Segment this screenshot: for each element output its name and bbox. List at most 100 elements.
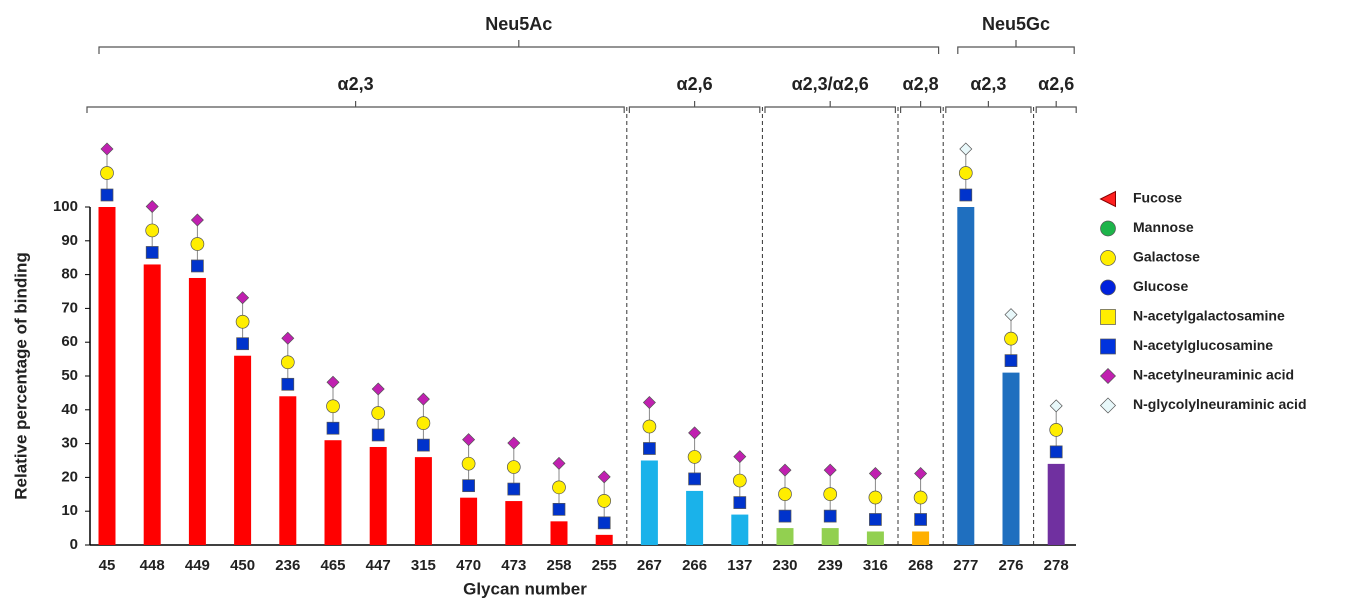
y-tick-label: 30 <box>61 435 78 452</box>
x-tick-label: 447 <box>366 557 391 574</box>
glycan-residue <box>553 503 565 515</box>
glycan-residue <box>146 200 158 212</box>
y-tick-label: 0 <box>70 536 78 553</box>
y-tick-label: 60 <box>61 333 78 350</box>
glycan-residue <box>146 224 159 237</box>
bar <box>551 521 568 545</box>
bar <box>325 440 342 545</box>
subgroup-bracket <box>1036 101 1076 113</box>
legend-symbol <box>1101 221 1116 236</box>
glycan-residue <box>236 315 249 328</box>
glycan-residue <box>417 439 429 451</box>
bar <box>641 461 658 546</box>
x-tick-label: 230 <box>772 557 797 574</box>
x-tick-label: 278 <box>1044 557 1069 574</box>
glycan-residue <box>463 480 475 492</box>
glycan-residue <box>779 488 792 501</box>
glycan-residue <box>327 400 340 413</box>
y-tick-label: 50 <box>61 367 78 384</box>
bar <box>686 491 703 545</box>
legend-label: N-acetylgalactosamine <box>1133 308 1285 324</box>
legend-label: Galactose <box>1133 249 1200 265</box>
glycan-residue <box>824 464 836 476</box>
glycan-residue <box>191 260 203 272</box>
glycan-residue <box>824 488 837 501</box>
bar <box>279 396 296 545</box>
bar <box>505 501 522 545</box>
x-tick-label: 267 <box>637 557 662 574</box>
legend-label: N-acetylglucosamine <box>1133 337 1273 353</box>
y-tick-label: 20 <box>61 468 78 485</box>
glycan-residue <box>282 332 294 344</box>
glycan-residue <box>191 237 204 250</box>
bar <box>596 535 613 545</box>
glycan-residue <box>1005 355 1017 367</box>
glycan-residue <box>237 292 249 304</box>
glycan-residue <box>237 338 249 350</box>
bar <box>957 207 974 545</box>
glycan-residue <box>960 143 972 155</box>
glycan-residue <box>869 467 881 479</box>
legend-symbol <box>1101 369 1116 384</box>
glycan-residue <box>734 451 746 463</box>
legend-symbol <box>1101 280 1116 295</box>
bar <box>731 515 748 545</box>
glycan-residue <box>146 246 158 258</box>
y-tick-label: 100 <box>53 198 78 215</box>
glycan-residue <box>553 457 565 469</box>
glycan-residue <box>914 491 927 504</box>
x-tick-label: 465 <box>320 557 345 574</box>
legend-symbol <box>1101 310 1116 325</box>
x-tick-label: 45 <box>99 557 116 574</box>
x-tick-label: 266 <box>682 557 707 574</box>
y-tick-label: 70 <box>61 299 78 316</box>
glycan-residue <box>915 467 927 479</box>
bar <box>822 528 839 545</box>
glycan-residue <box>327 376 339 388</box>
bar <box>144 264 161 545</box>
glycan-residue <box>688 450 701 463</box>
x-tick-label: 258 <box>546 557 571 574</box>
group-bracket <box>958 40 1074 54</box>
glycan-residue <box>417 393 429 405</box>
glycan-residue <box>1050 400 1062 412</box>
legend-symbol <box>1101 339 1116 354</box>
glycan-residue <box>463 434 475 446</box>
glycan-residue <box>689 473 701 485</box>
glycan-residue <box>960 189 972 201</box>
bar <box>370 447 387 545</box>
y-axis-label: Relative percentage of binding <box>11 252 30 500</box>
legend-label: Glucose <box>1133 278 1188 294</box>
glycan-residue <box>101 143 113 155</box>
x-tick-label: 449 <box>185 557 210 574</box>
glycan-residue <box>643 443 655 455</box>
subgroup-label: α2,6 <box>677 74 713 94</box>
legend-label: N-glycolylneuraminic acid <box>1133 396 1307 412</box>
legend-symbol <box>1101 398 1116 413</box>
glycan-residue <box>1050 446 1062 458</box>
bar <box>99 207 116 545</box>
y-tick-label: 90 <box>61 232 78 249</box>
x-tick-label: 276 <box>998 557 1023 574</box>
bar <box>189 278 206 545</box>
glycan-residue <box>598 494 611 507</box>
glycan-residue <box>598 517 610 529</box>
bar <box>867 531 884 545</box>
glycan-residue <box>507 461 520 474</box>
group-label: Neu5Gc <box>982 14 1050 34</box>
subgroup-bracket <box>946 101 1031 113</box>
x-tick-label: 315 <box>411 557 436 574</box>
subgroup-label: α2,6 <box>1038 74 1074 94</box>
glycan-residue <box>643 397 655 409</box>
bar <box>912 531 929 545</box>
glycan-residue <box>915 513 927 525</box>
glycan-residue <box>191 214 203 226</box>
chart: Glycan number Relative percentage of bin… <box>0 0 1349 611</box>
glycan-residue <box>327 422 339 434</box>
glycan-residue <box>824 510 836 522</box>
glycan-residue <box>101 167 114 180</box>
glycan-residue <box>689 427 701 439</box>
glycan-residue <box>508 483 520 495</box>
x-tick-label: 450 <box>230 557 255 574</box>
bar <box>777 528 794 545</box>
